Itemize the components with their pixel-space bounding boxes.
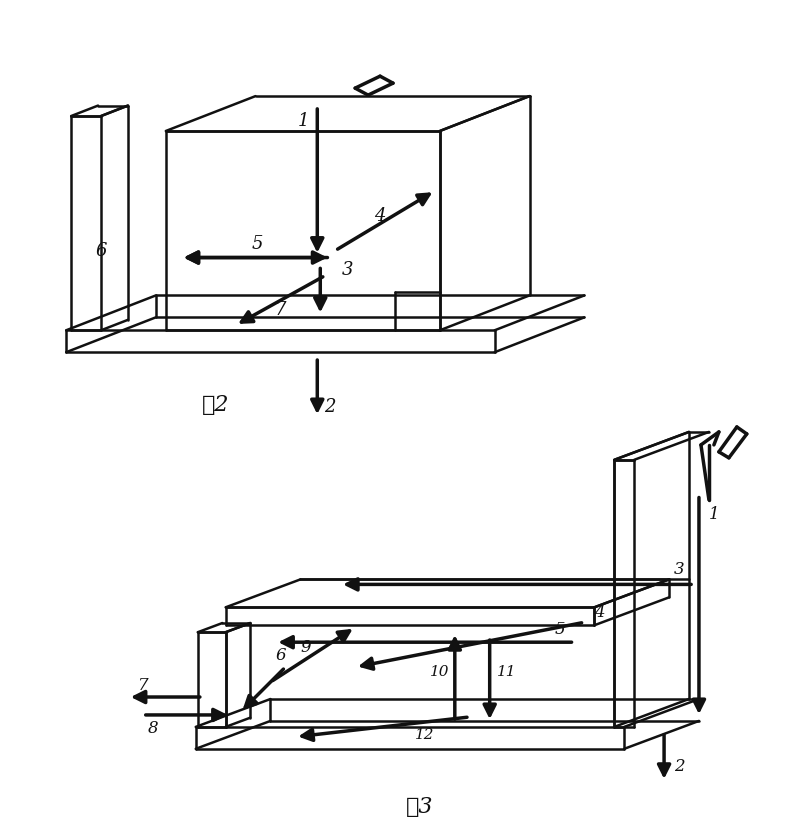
Text: 6: 6 [95, 241, 106, 259]
Text: 3: 3 [342, 262, 353, 279]
Text: 8: 8 [147, 720, 158, 738]
Text: 1: 1 [709, 506, 719, 523]
Text: 11: 11 [497, 665, 516, 679]
Text: 2: 2 [674, 758, 684, 776]
Text: 3: 3 [674, 561, 684, 578]
Text: 5: 5 [554, 621, 565, 638]
Text: 图3: 图3 [406, 795, 434, 818]
Text: 4: 4 [374, 206, 386, 225]
Text: 12: 12 [415, 728, 434, 742]
Text: 6: 6 [275, 647, 286, 663]
Text: 1: 1 [298, 112, 309, 130]
Text: 7: 7 [138, 676, 148, 694]
Text: 5: 5 [252, 235, 263, 253]
Text: 10: 10 [430, 665, 450, 679]
Text: 7: 7 [274, 301, 286, 320]
Text: 9: 9 [300, 638, 310, 656]
Text: 2: 2 [325, 398, 336, 416]
Text: 图2: 图2 [202, 394, 230, 416]
Text: 4: 4 [594, 604, 605, 621]
